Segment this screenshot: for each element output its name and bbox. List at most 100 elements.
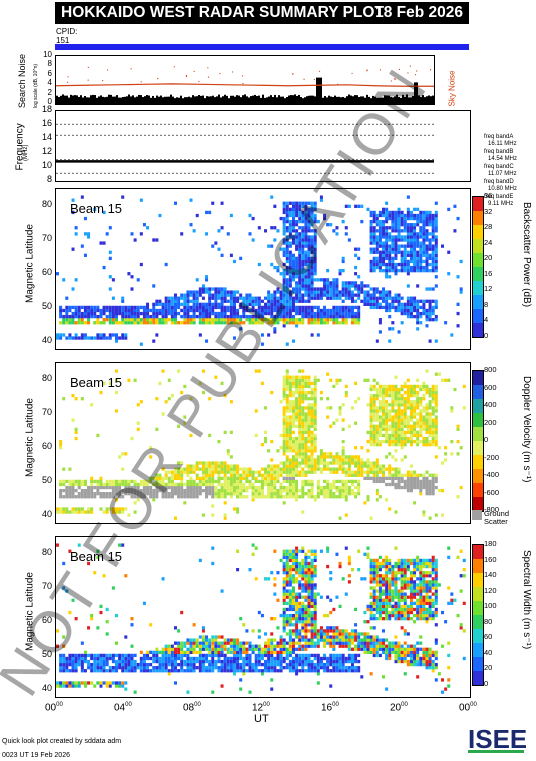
radar-cell bbox=[260, 482, 264, 487]
radar-cell bbox=[214, 314, 218, 319]
radar-cell bbox=[288, 666, 292, 670]
radar-cell bbox=[251, 498, 255, 502]
radar-cell bbox=[201, 464, 205, 468]
radar-cell bbox=[416, 250, 420, 254]
radar-cell bbox=[298, 647, 302, 651]
radar-cell bbox=[394, 430, 398, 435]
radar-cell bbox=[192, 299, 196, 303]
radar-cell bbox=[385, 290, 389, 294]
radar-cell bbox=[205, 638, 209, 642]
noise-bar bbox=[330, 96, 332, 104]
radar-cell bbox=[295, 632, 299, 636]
radar-cell bbox=[307, 412, 311, 416]
radar-cell bbox=[291, 238, 295, 242]
radar-cell bbox=[382, 213, 386, 218]
radar-cell bbox=[90, 305, 94, 310]
radar-cell bbox=[369, 226, 373, 230]
radar-cell bbox=[195, 666, 199, 670]
radar-cell bbox=[136, 662, 140, 667]
noise-bar bbox=[62, 94, 64, 104]
radar-cell bbox=[267, 311, 271, 316]
radar-cell bbox=[62, 318, 66, 322]
radar-cell bbox=[111, 479, 115, 484]
radar-cell bbox=[425, 229, 429, 233]
radar-cell bbox=[260, 342, 264, 346]
radar-cell bbox=[62, 561, 66, 566]
radar-cell bbox=[248, 293, 252, 297]
radar-cell bbox=[416, 305, 420, 310]
radar-cell bbox=[267, 650, 271, 655]
radar-cell bbox=[285, 342, 289, 346]
radar-cell bbox=[201, 461, 205, 465]
noise-bar bbox=[68, 97, 70, 104]
radar-cell bbox=[409, 216, 413, 221]
radar-cell bbox=[422, 476, 426, 481]
radar-cell bbox=[62, 510, 66, 514]
radar-cell bbox=[245, 476, 249, 481]
radar-cell bbox=[276, 641, 280, 645]
radar-cell bbox=[354, 473, 358, 477]
radar-cell bbox=[441, 461, 445, 465]
noise-bar bbox=[132, 95, 134, 104]
radar-cell bbox=[344, 455, 348, 459]
radar-cell bbox=[307, 607, 311, 612]
radar-cell bbox=[301, 219, 305, 224]
radar-cell bbox=[208, 318, 212, 322]
radar-cell bbox=[341, 403, 345, 407]
radar-cell bbox=[375, 479, 379, 484]
radar-cell bbox=[391, 406, 395, 410]
radar-cell bbox=[406, 390, 410, 395]
radar-cell bbox=[347, 287, 351, 291]
radar-cell bbox=[372, 259, 376, 264]
radar-cell bbox=[375, 259, 379, 264]
radar-cell bbox=[127, 662, 131, 667]
radar-cell bbox=[298, 321, 302, 325]
radar-cell bbox=[62, 656, 66, 661]
radar-cell bbox=[394, 427, 398, 431]
radar-cell bbox=[332, 293, 336, 297]
radar-cell bbox=[93, 485, 97, 490]
radar-cell bbox=[229, 430, 233, 435]
radar-cell bbox=[83, 479, 87, 484]
radar-cell bbox=[232, 311, 236, 316]
radar-cell bbox=[319, 318, 323, 322]
radar-cell bbox=[378, 470, 382, 474]
radar-cell bbox=[248, 656, 252, 661]
radar-cell bbox=[369, 461, 373, 465]
radar-cell bbox=[357, 461, 361, 465]
radar-cell bbox=[388, 256, 392, 261]
radar-cell bbox=[217, 479, 221, 484]
radar-cell bbox=[400, 427, 404, 431]
freq-ytick: 8 bbox=[46, 174, 52, 184]
radar-cell bbox=[378, 296, 382, 300]
radar-cell bbox=[391, 238, 395, 242]
radar-cell bbox=[400, 443, 404, 447]
radar-cell bbox=[304, 561, 308, 566]
radar-cell bbox=[416, 482, 420, 487]
radar-cell bbox=[127, 485, 131, 490]
radar-cell bbox=[360, 470, 364, 474]
radar-cell bbox=[158, 669, 162, 673]
radar-cell bbox=[291, 378, 295, 382]
radar-cell bbox=[146, 308, 150, 313]
radar-cell bbox=[245, 495, 249, 499]
radar-cell bbox=[310, 470, 314, 474]
radar-cell bbox=[357, 293, 361, 297]
radar-cell bbox=[108, 226, 112, 230]
radar-cell bbox=[217, 470, 221, 474]
radar-cell bbox=[111, 495, 115, 499]
radar-cell bbox=[335, 467, 339, 471]
radar-cell bbox=[409, 412, 413, 416]
radar-cell bbox=[301, 272, 305, 276]
radar-cell bbox=[409, 384, 413, 389]
radar-cell bbox=[220, 650, 224, 655]
radar-cell bbox=[307, 262, 311, 267]
radar-cell bbox=[99, 495, 103, 499]
radar-cell bbox=[183, 488, 187, 493]
radar-cell bbox=[242, 299, 246, 303]
radar-cell bbox=[295, 653, 299, 658]
radar-cell bbox=[170, 485, 174, 490]
radar-cell bbox=[341, 256, 345, 261]
radar-cell bbox=[102, 669, 106, 673]
radar-cell bbox=[291, 235, 295, 239]
